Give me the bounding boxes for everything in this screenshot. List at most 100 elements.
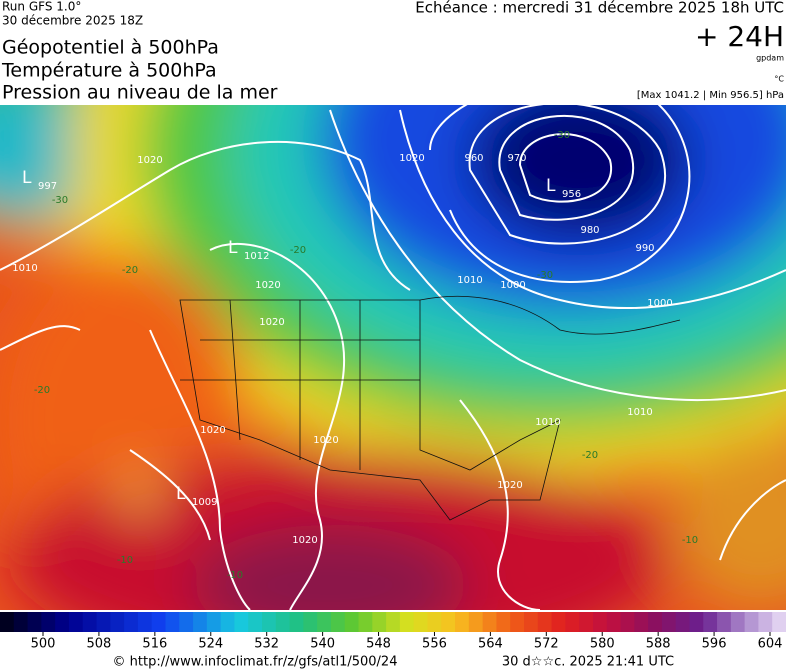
isobar-label: 1020 [399, 153, 424, 164]
colorbar: 500 508 516 524 532 540 548 556 564 572 580 588 596 6… [0, 612, 786, 652]
isotherm-label: -20 [34, 385, 50, 396]
isotherm-label: -30 [52, 195, 68, 206]
colorbar-swatch [165, 612, 180, 632]
low-letter: L [22, 168, 32, 188]
isobar-label: 1010 [457, 275, 482, 286]
colorbar-label: 532 [254, 637, 279, 652]
colorbar-label: 556 [422, 637, 447, 652]
isotherm-label: -20 [582, 450, 598, 461]
colorbar-swatch [27, 612, 42, 632]
timestamp: 30 d☆☆c. 2025 21:41 UTC [502, 655, 674, 670]
low-value: 1009 [192, 497, 217, 508]
colorbar-swatch [206, 612, 222, 632]
colorbar-swatch [124, 612, 139, 632]
low-value: 956 [562, 189, 581, 200]
colorbar-swatch [55, 612, 70, 632]
colorbar-label: 540 [310, 637, 335, 652]
colorbar-swatch [372, 612, 387, 632]
colorbar-swatch [510, 612, 525, 632]
isobar-label: 1020 [292, 535, 317, 546]
low-value: 997 [38, 181, 57, 192]
colorbar-swatch [524, 612, 539, 632]
pressure-range: [Max 1041.2 | Min 956.5] hPa [637, 90, 784, 101]
colorbar-swatch [620, 612, 635, 632]
colorbar-swatch [82, 612, 98, 632]
colorbar-swatch [358, 612, 373, 632]
isobar-label: 1020 [259, 317, 284, 328]
colorbar-swatch [661, 612, 677, 632]
unit-temp: °C [774, 75, 784, 84]
colorbar-swatch [468, 612, 484, 632]
colorbar-swatch [455, 612, 470, 632]
colorbar-swatch [427, 612, 442, 632]
colorbar-label: 524 [198, 637, 223, 652]
colorbar-swatch [96, 612, 111, 632]
isotherm-label: -10 [227, 570, 243, 581]
isobar-label: 1020 [255, 280, 280, 291]
colorbar-swatch [220, 612, 235, 632]
colorbar-swatch [496, 612, 511, 632]
isobar-label: 1010 [12, 263, 37, 274]
colorbar-label: 572 [534, 637, 559, 652]
title: Géopotentiel à 500hPa [2, 37, 219, 59]
colorbar-swatch [13, 612, 29, 632]
isobar-label: 1020 [313, 435, 338, 446]
colorbar-swatch [482, 612, 497, 632]
isotherm-label: -20 [122, 265, 138, 276]
title: Pression au niveau de la mer [2, 82, 278, 104]
colorbar-label: 564 [478, 637, 503, 652]
isotherm-label: -30 [554, 130, 570, 141]
colorbar-swatch [151, 612, 166, 632]
run-date: 30 décembre 2025 18Z [2, 14, 143, 28]
colorbar-swatch [675, 612, 690, 632]
colorbar-swatch [193, 612, 208, 632]
colorbar-label: 580 [590, 637, 615, 652]
unit-geo: gpdam [756, 54, 784, 63]
isobar-label: 980 [580, 225, 599, 236]
colorbar-swatch [634, 612, 649, 632]
colorbar-swatch [551, 612, 566, 632]
colorbar-swatch [68, 612, 84, 632]
colorbar-swatch [41, 612, 56, 632]
colorbar-swatch [565, 612, 580, 632]
colorbar-swatch [386, 612, 401, 632]
isotherm-label: -30 [537, 270, 553, 281]
isobar-label: 1000 [500, 280, 525, 291]
isobar-label: 960 [464, 153, 483, 164]
colorbar-swatch [303, 612, 318, 632]
colorbar-swatch [689, 612, 704, 632]
colorbar-swatch [772, 612, 786, 632]
colorbar-swatch [717, 612, 732, 632]
colorbar-swatch [137, 612, 153, 632]
colorbar-swatch [413, 612, 428, 632]
colorbar-swatch [289, 612, 304, 632]
colorbar-label: 508 [87, 637, 112, 652]
colorbar-swatch [262, 612, 277, 632]
colorbar-swatch [248, 612, 263, 632]
colorbar-swatch [441, 612, 456, 632]
forecast-time: Echéance : mercredi 31 décembre 2025 18h… [415, 0, 784, 17]
colorbar-swatch [330, 612, 346, 632]
colorbar-swatch [758, 612, 773, 632]
isobar-label: 1020 [137, 155, 162, 166]
isotherm-label: -10 [682, 535, 698, 546]
low-value: 1012 [244, 251, 269, 262]
isobar-label: 1020 [497, 480, 522, 491]
isobar-label: 1020 [200, 425, 225, 436]
colorbar-label: 548 [366, 637, 391, 652]
colorbar-label: 500 [31, 637, 56, 652]
low-letter: L [546, 176, 556, 196]
isobar-label: 990 [635, 243, 654, 254]
colorbar-swatch [179, 612, 194, 632]
colorbar-swatch [606, 612, 622, 632]
colorbar-label: 516 [142, 637, 167, 652]
colorbar-swatch [234, 612, 249, 632]
colorbar-swatch [317, 612, 332, 632]
low-letter: L [176, 484, 186, 504]
colorbar-swatch [537, 612, 553, 632]
source-url: © http://www.infoclimat.fr/z/gfs/atl1/50… [113, 655, 398, 670]
colorbar-swatch [399, 612, 415, 632]
colorbar-swatch [592, 612, 608, 632]
isotherm-label: -20 [290, 245, 306, 256]
